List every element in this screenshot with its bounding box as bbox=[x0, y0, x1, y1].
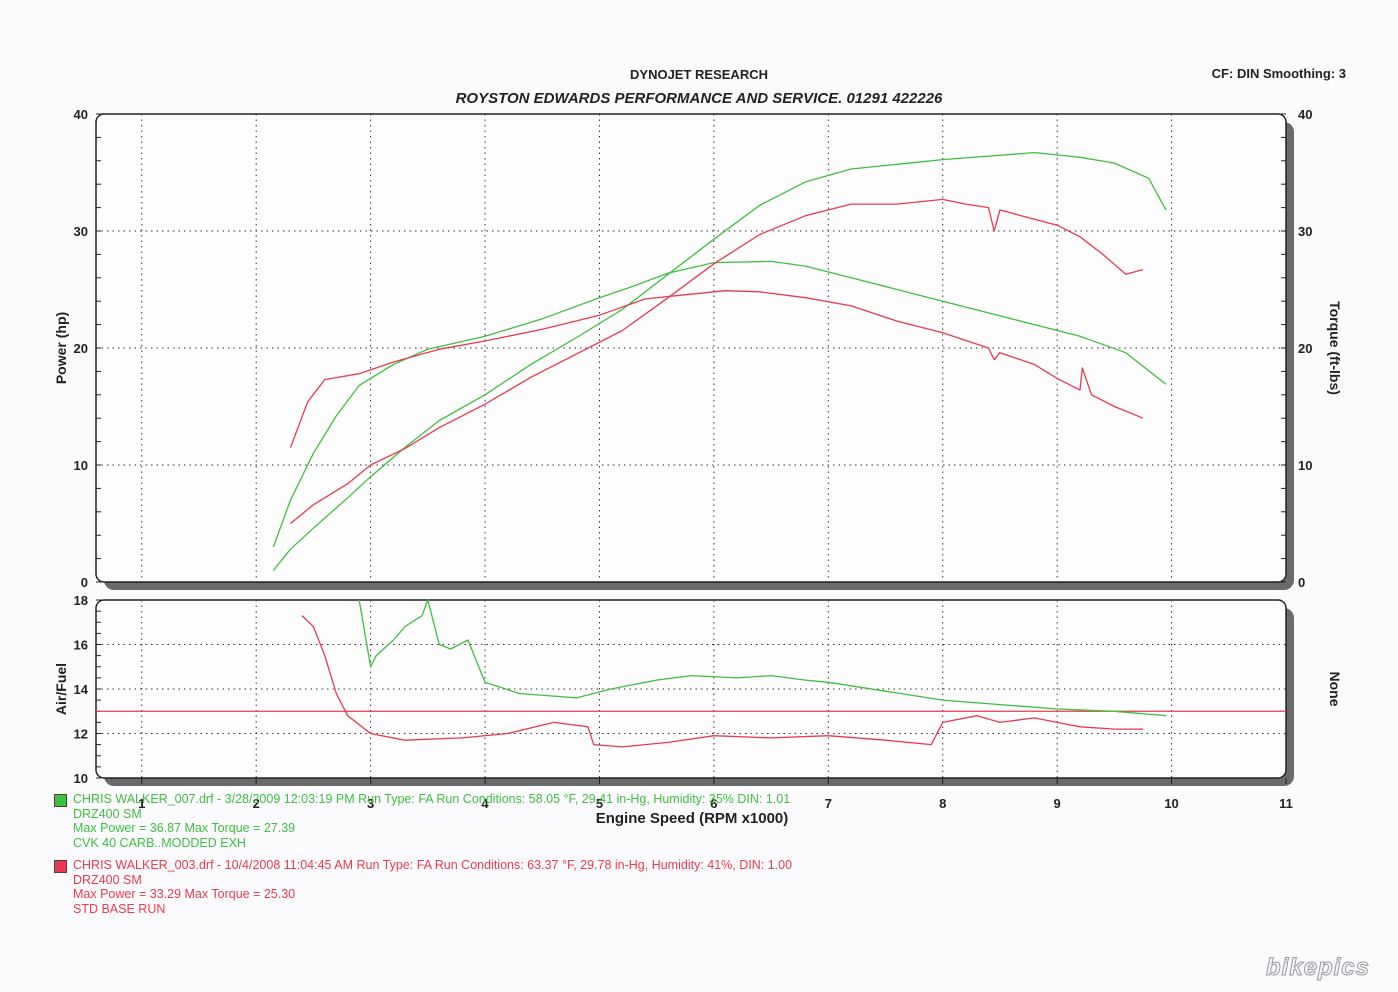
x-tick-label: 1 bbox=[138, 796, 145, 811]
series-line-1-1 bbox=[301, 615, 1143, 748]
report-subtitle: ROYSTON EDWARDS PERFORMANCE AND SERVICE.… bbox=[455, 90, 943, 107]
legend-green-vehicle: DRZ400 SM bbox=[73, 806, 142, 821]
series-line-0-2 bbox=[290, 198, 1144, 525]
series-line-1-0 bbox=[358, 599, 1166, 717]
y-tick-label: 20 bbox=[74, 341, 88, 356]
y-tick-label: 14 bbox=[74, 682, 89, 697]
series-line-0-0 bbox=[272, 151, 1167, 571]
y-tick-label: 12 bbox=[74, 727, 88, 742]
x-tick-label: 3 bbox=[367, 796, 374, 811]
x-tick-label: 6 bbox=[710, 796, 717, 811]
legend-red-vehicle: DRZ400 SM bbox=[73, 872, 142, 887]
x-tick-label: 7 bbox=[825, 796, 832, 811]
x-tick-label: 11 bbox=[1279, 796, 1293, 811]
legend-green-run-info: CHRIS WALKER_007.drf - 3/28/2009 12:03:1… bbox=[73, 792, 791, 806]
x-tick-label: 8 bbox=[939, 796, 946, 811]
x-tick-label: 2 bbox=[253, 796, 260, 811]
y-tick-label: 10 bbox=[74, 771, 88, 786]
correction-factor-label: CF: DIN Smoothing: 3 bbox=[1211, 66, 1346, 81]
watermark-logo: bikepics bbox=[1265, 954, 1370, 982]
y-tick-label: 10 bbox=[74, 458, 88, 473]
y-tick-label: 0 bbox=[81, 575, 88, 590]
y-right-tick-label: 10 bbox=[1298, 458, 1312, 473]
y-right-tick-label: 40 bbox=[1298, 107, 1312, 122]
legend-red-max: Max Power = 33.29 Max Torque = 25.30 bbox=[73, 887, 296, 901]
legend-green-note: CVK 40 CARB..MODDED EXH bbox=[73, 835, 246, 850]
x-tick-label: 4 bbox=[481, 796, 489, 811]
legend-red-run-info: CHRIS WALKER_003.drf - 10/4/2008 11:04:4… bbox=[73, 858, 793, 872]
series-line-0-1 bbox=[272, 260, 1167, 548]
x-tick-label: 9 bbox=[1054, 796, 1061, 811]
y-right-tick-label: 0 bbox=[1298, 575, 1305, 590]
x-tick-label: 5 bbox=[596, 796, 603, 811]
x-axis-label: Engine Speed (RPM x1000) bbox=[596, 810, 789, 827]
legend-swatch-red bbox=[54, 860, 67, 873]
y-axis-label: Air/Fuel bbox=[53, 663, 69, 715]
report-title: DYNOJET RESEARCH bbox=[630, 67, 768, 82]
y-tick-label: 18 bbox=[74, 593, 88, 608]
legend-green-max: Max Power = 36.87 Max Torque = 27.39 bbox=[73, 821, 296, 835]
legend-swatch-green bbox=[54, 794, 67, 807]
y-tick-label: 40 bbox=[74, 107, 88, 122]
y-right-axis-label: None bbox=[1327, 672, 1343, 707]
y-right-tick-label: 30 bbox=[1298, 224, 1312, 239]
y-tick-label: 16 bbox=[74, 638, 88, 653]
legend-red-note: STD BASE RUN bbox=[73, 901, 166, 916]
x-tick-label: 10 bbox=[1164, 796, 1178, 811]
y-tick-label: 30 bbox=[74, 224, 88, 239]
y-axis-label: Power (hp) bbox=[53, 312, 69, 384]
y-right-tick-label: 20 bbox=[1298, 341, 1312, 356]
y-right-axis-label: Torque (ft-lbs) bbox=[1327, 301, 1343, 395]
series-line-0-3 bbox=[289, 290, 1144, 448]
